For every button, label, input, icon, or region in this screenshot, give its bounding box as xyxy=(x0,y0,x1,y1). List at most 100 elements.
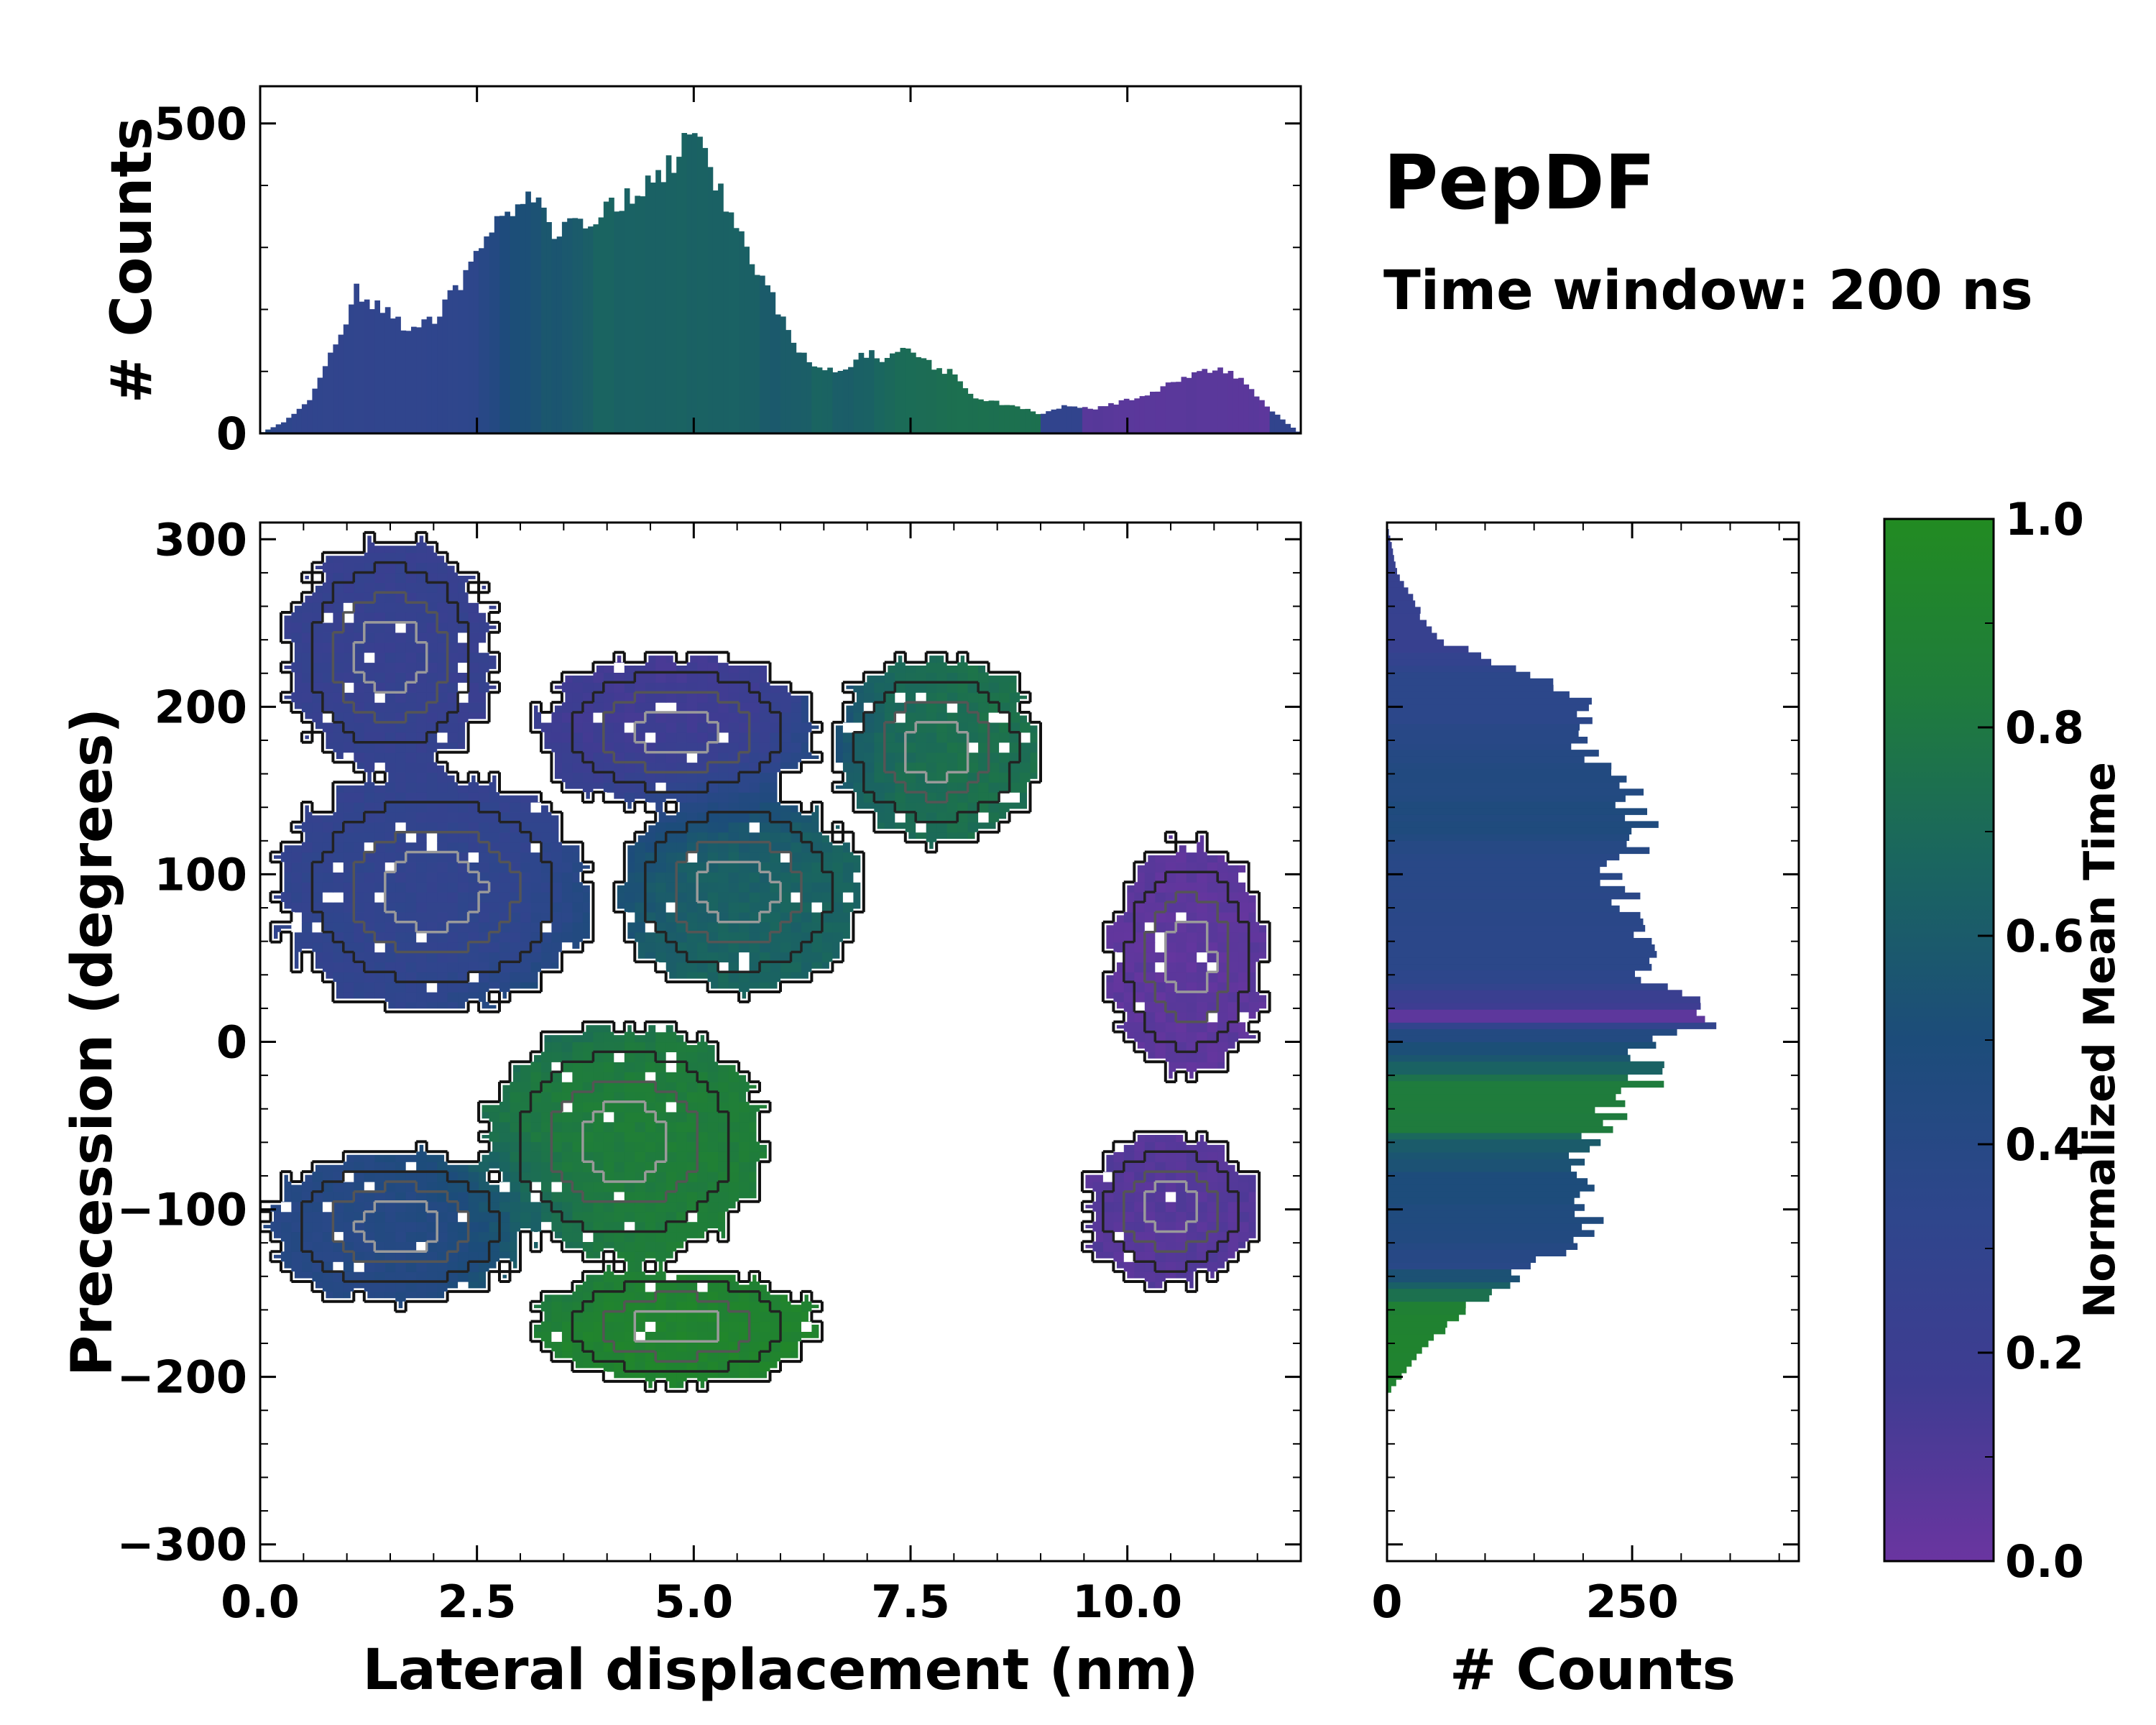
top-histogram-bar xyxy=(593,224,599,433)
heatmap-cell xyxy=(333,1221,344,1233)
heatmap-cell xyxy=(895,662,906,673)
heatmap-cell xyxy=(614,1121,625,1133)
heatmap-cell xyxy=(343,1221,354,1233)
heatmap-cell xyxy=(624,892,635,903)
heatmap-cell xyxy=(676,1172,688,1182)
heatmap-cell xyxy=(791,962,802,972)
right-histogram-bar xyxy=(1387,1301,1466,1309)
heatmap-cell xyxy=(530,872,542,883)
heatmap-cell xyxy=(1144,862,1156,873)
heatmap-cell xyxy=(405,652,417,663)
top-histogram-bar xyxy=(1150,392,1156,433)
heatmap-cell xyxy=(718,962,729,972)
heatmap-cell xyxy=(728,742,740,753)
heatmap-cell xyxy=(832,892,844,903)
heatmap-cell xyxy=(665,1291,677,1302)
heatmap-cell xyxy=(301,862,313,873)
heatmap-cell xyxy=(322,612,333,623)
heatmap-cell xyxy=(707,732,719,743)
heatmap-cell xyxy=(437,692,448,703)
heatmap-cell xyxy=(614,1282,625,1292)
heatmap-cell xyxy=(405,752,417,763)
heatmap-cell xyxy=(749,1282,760,1292)
heatmap-cell xyxy=(1207,1251,1218,1262)
heatmap-cell xyxy=(635,1282,646,1292)
heatmap-cell xyxy=(468,911,479,923)
heatmap-cell xyxy=(333,582,344,593)
heatmap-cell xyxy=(301,1251,313,1262)
top-histogram-bar xyxy=(957,381,963,433)
heatmap-cell xyxy=(1217,892,1229,903)
heatmap-cell xyxy=(916,702,927,713)
heatmap-cell xyxy=(1009,752,1021,763)
right-histogram-bar xyxy=(1387,932,1634,939)
heatmap-cell xyxy=(936,742,948,753)
heatmap-cell xyxy=(749,1141,760,1152)
heatmap-cell xyxy=(707,1321,719,1332)
right-histogram-bar xyxy=(1387,1360,1412,1367)
heatmap-cell xyxy=(312,911,323,923)
heatmap-cell xyxy=(655,1291,667,1302)
heatmap-cell xyxy=(791,952,802,962)
heatmap-cell xyxy=(1155,1011,1166,1023)
heatmap-cell xyxy=(1227,911,1239,923)
heatmap-cell xyxy=(416,552,428,564)
heatmap-cell xyxy=(1155,942,1166,953)
heatmap-cell xyxy=(635,732,646,743)
heatmap-cell xyxy=(895,792,906,803)
top-histogram-bar xyxy=(411,326,417,433)
heatmap-cell xyxy=(780,702,792,713)
heatmap-cell xyxy=(489,1241,500,1252)
heatmap-cell xyxy=(676,732,688,743)
heatmap-cell xyxy=(676,1331,688,1342)
heatmap-cell xyxy=(489,1111,500,1123)
heatmap-cell xyxy=(551,712,563,723)
top-histogram-frame xyxy=(259,85,1302,435)
heatmap-cell xyxy=(1102,1221,1114,1233)
heatmap-cell xyxy=(499,1121,511,1133)
heatmap-cell xyxy=(1155,1191,1166,1202)
heatmap-cell xyxy=(520,822,532,833)
heatmap-cell xyxy=(1207,1052,1218,1062)
heatmap-cell xyxy=(374,682,386,693)
heatmap-cell xyxy=(593,742,604,753)
heatmap-cell xyxy=(1217,1031,1229,1043)
heatmap-cell xyxy=(1207,1221,1218,1233)
heatmap-cell xyxy=(728,702,740,713)
heatmap-cell xyxy=(551,1162,563,1172)
heatmap-cell xyxy=(614,732,625,743)
heatmap-cell xyxy=(354,862,365,873)
heatmap-cell xyxy=(1207,932,1218,943)
heatmap-cell xyxy=(468,942,479,953)
heatmap-cell xyxy=(426,652,438,663)
heatmap-cell xyxy=(874,802,885,813)
heatmap-cell xyxy=(676,902,688,913)
heatmap-cell xyxy=(718,1182,729,1192)
heatmap-cell xyxy=(291,1231,303,1242)
heatmap-cell xyxy=(905,782,916,793)
heatmap-cell xyxy=(1144,1182,1156,1192)
heatmap-cell xyxy=(603,1092,614,1103)
heatmap-cell xyxy=(395,552,407,564)
heatmap-cell xyxy=(728,882,740,893)
heatmap-cell xyxy=(635,692,646,703)
heatmap-cell xyxy=(686,1341,698,1352)
heatmap-cell xyxy=(760,972,771,983)
heatmap-cell xyxy=(582,1241,594,1252)
heatmap-cell xyxy=(593,1291,604,1302)
heatmap-cell xyxy=(842,862,854,873)
heatmap-cell xyxy=(322,642,333,653)
heatmap-cell xyxy=(665,1211,677,1223)
top-histogram-bar xyxy=(479,248,484,433)
heatmap-cell xyxy=(697,822,709,833)
heatmap-cell xyxy=(395,882,407,893)
heatmap-cell xyxy=(572,1231,584,1242)
heatmap-cell xyxy=(416,562,428,574)
heatmap-cell xyxy=(635,1062,646,1072)
heatmap-cell xyxy=(1123,1241,1135,1252)
heatmap-cell xyxy=(926,702,937,713)
heatmap-cell xyxy=(499,892,511,903)
heatmap-cell xyxy=(384,702,396,713)
heatmap-cell xyxy=(458,1241,469,1252)
right-histogram-bar xyxy=(1387,1288,1492,1296)
